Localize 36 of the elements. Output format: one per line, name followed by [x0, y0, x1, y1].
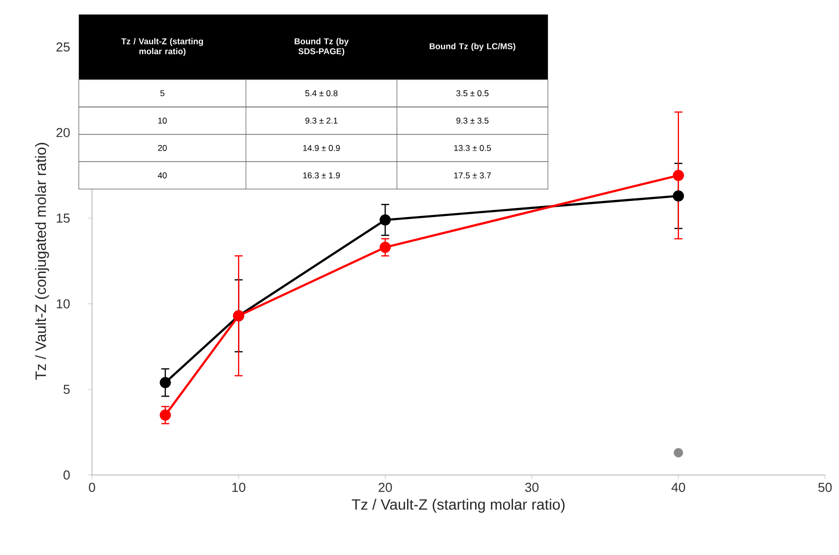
point	[160, 410, 171, 421]
point	[674, 448, 684, 458]
annotation: 5	[160, 90, 164, 96]
x-axis-title: Tz / Vault-Z (starting molar ratio)	[352, 498, 565, 513]
annotation: 14.9 ± 0.9	[303, 145, 340, 151]
y-axis-title: Tz / Vault-Z (conjugated molar ratio)	[35, 142, 49, 380]
y-tick-label: 15	[56, 214, 70, 223]
y-tick-label: 25	[56, 42, 70, 52]
annotation: 17.5 ± 3.7	[454, 172, 491, 178]
x-tick-label: 40	[672, 482, 686, 492]
y-tick-label: 0	[64, 470, 70, 480]
point	[380, 242, 391, 253]
annotation: 3.5 ± 0.5	[456, 90, 489, 96]
annotation: 40	[158, 172, 167, 178]
x-tick-label: 50	[818, 482, 832, 492]
annotation: Bound Tz (by LC/MS)	[430, 43, 516, 51]
point	[672, 190, 684, 202]
point	[672, 170, 684, 181]
annotation: 10	[158, 118, 167, 124]
x-tick-label: 20	[378, 482, 392, 492]
x-tick-label: 0	[88, 482, 96, 492]
annotation: Bound Tz (by SDS-PAGE)	[294, 38, 349, 56]
annotation: 20	[158, 145, 167, 151]
point	[160, 376, 171, 388]
annotation: 9.3 ± 2.1	[305, 118, 338, 124]
x-tick-label: 10	[232, 482, 246, 492]
x-tick-label: 30	[525, 482, 539, 492]
annotation: 16.3 ± 1.9	[303, 172, 340, 178]
y-tick-label: 5	[64, 384, 70, 394]
point	[380, 214, 391, 226]
annotation: 9.3 ± 3.5	[456, 118, 489, 124]
y-tick-label: 10	[56, 299, 70, 308]
annotation: Tz / Vault-Z (starting molar ratio)	[121, 38, 203, 56]
annotation: 13.3 ± 0.5	[454, 145, 491, 151]
y-tick-label: 20	[56, 128, 70, 138]
annotation: 5.4 ± 0.8	[305, 90, 338, 96]
